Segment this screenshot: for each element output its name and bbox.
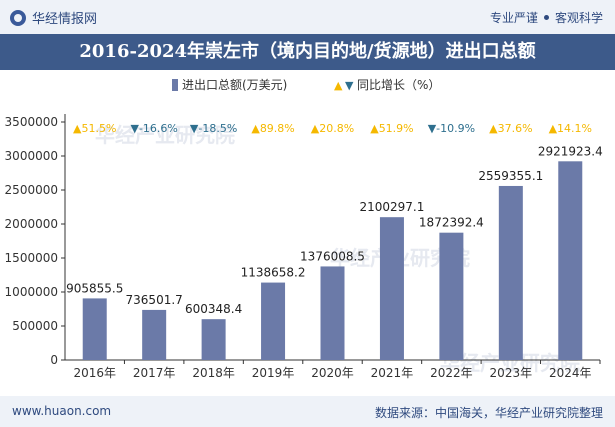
x-tick-label: 2023年 [490, 366, 533, 380]
x-tick-label: 2024年 [549, 366, 592, 380]
brand: 华经情报网 [10, 8, 97, 27]
legend-bar-label: 进出口总额(万美元) [182, 78, 287, 92]
growth-label: ▼-16.6% [130, 122, 177, 135]
tagline-left: 专业严谨 [489, 11, 538, 25]
growth-label: ▼-18.5% [190, 122, 237, 135]
bar-value-label: 1138658.2 [241, 266, 306, 280]
growth-value: 51.5% [81, 122, 116, 135]
brand-name: 华经情报网 [32, 12, 98, 27]
watermark-text: 华经产业研究院 [95, 123, 235, 147]
y-tick-label: 0 [50, 353, 58, 367]
bar-value-label: 2559355.1 [478, 169, 543, 183]
x-tick-label: 2019年 [252, 366, 295, 380]
up-triangle-icon: ▲ [370, 122, 379, 135]
x-tick-label: 2017年 [133, 366, 176, 380]
bar-value-label: 905855.5 [66, 281, 123, 295]
bar-value-label: 736501.7 [126, 293, 183, 307]
chart-title: 2016-2024年崇左市（境内目的地/货源地）进出口总额 [79, 41, 536, 62]
up-triangle-icon: ▲ [489, 122, 498, 135]
growth-value: 37.6% [498, 122, 533, 135]
top-bar: 华经情报网 专业严谨 客观科学 [0, 0, 615, 34]
x-tick-label: 2021年 [371, 366, 414, 380]
down-triangle-icon: ▼ [190, 122, 199, 135]
brand-logo-icon [10, 9, 26, 26]
bottom-bar: www.huaon.com 数据来源：中国海关，华经产业研究院整理 [0, 396, 615, 427]
x-tick-label: 2022年 [430, 366, 473, 380]
growth-label: ▲14.1% [549, 122, 592, 135]
bar [379, 217, 404, 360]
growth-label: ▲20.8% [311, 122, 354, 135]
growth-label: ▲37.6% [489, 122, 532, 135]
bar [82, 298, 107, 360]
x-tick-label: 2020年 [311, 366, 354, 380]
y-tick-label: 2500000 [5, 183, 58, 197]
bar-value-label: 1376008.5 [300, 249, 365, 263]
tagline: 专业严谨 客观科学 [490, 9, 603, 26]
up-triangle-icon: ▲ [73, 122, 82, 135]
website-url: www.huaon.com [12, 404, 112, 418]
y-tick-label: 2000000 [5, 217, 58, 231]
separator-dot-icon [543, 15, 549, 20]
legend-growth-label: 同比增长（%） [357, 78, 440, 92]
bar [498, 185, 523, 360]
up-triangle-icon: ▲ [251, 122, 260, 135]
bar [439, 232, 464, 360]
growth-value: 20.8% [319, 122, 354, 135]
down-triangle-icon: ▼ [428, 122, 437, 135]
bar [201, 319, 226, 360]
legend-down-triangle-icon: ▼ [345, 79, 354, 92]
legend: 进出口总额(万美元) ▲ ▼ 同比增长（%） [172, 78, 440, 92]
bar-value-label: 1872392.4 [419, 216, 484, 230]
up-triangle-icon: ▲ [549, 122, 558, 135]
tagline-right: 客观科学 [554, 11, 603, 25]
growth-value: 89.8% [260, 122, 295, 135]
title-bar: 2016-2024年崇左市（境内目的地/货源地）进出口总额 [0, 34, 615, 70]
growth-labels: ▲51.5% ▼-16.6% ▼-18.5% ▲89.8% ▲20.8% ▲51.9% ▼-… [73, 122, 592, 135]
growth-value: -10.9% [436, 122, 475, 135]
bar [142, 309, 167, 360]
bar [558, 161, 583, 360]
bar-value-label: 600348.4 [185, 302, 242, 316]
growth-value: -16.6% [139, 122, 178, 135]
legend-bar-swatch [172, 79, 178, 91]
growth-label: ▲51.5% [73, 122, 116, 135]
growth-label: ▼-10.9% [428, 122, 475, 135]
x-tick-label: 2016年 [73, 366, 116, 380]
growth-value: 51.9% [379, 122, 414, 135]
growth-value: -18.5% [198, 122, 237, 135]
bar-value-label: 2100297.1 [359, 200, 424, 214]
down-triangle-icon: ▼ [130, 122, 139, 135]
bar [320, 266, 345, 360]
y-tick-label: 1500000 [5, 251, 58, 265]
y-tick-label: 3500000 [5, 115, 58, 129]
y-tick-label: 3000000 [5, 149, 58, 163]
data-source: 数据来源：中国海关，华经产业研究院整理 [374, 406, 603, 420]
bar [261, 282, 286, 360]
bar-chart: 华经产业研究院华经产业研究院华经产业研究院 进出口总额(万美元) ▲ ▼ 同比增… [5, 78, 603, 380]
growth-value: 14.1% [557, 122, 592, 135]
growth-label: ▲51.9% [370, 122, 413, 135]
growth-label: ▲89.8% [251, 122, 294, 135]
up-triangle-icon: ▲ [311, 122, 320, 135]
y-tick-label: 500000 [12, 319, 58, 333]
y-tick-label: 1000000 [5, 285, 58, 299]
x-tick-label: 2018年 [192, 366, 235, 380]
legend-up-triangle-icon: ▲ [334, 79, 343, 92]
bar-value-label: 2921923.4 [538, 144, 603, 158]
